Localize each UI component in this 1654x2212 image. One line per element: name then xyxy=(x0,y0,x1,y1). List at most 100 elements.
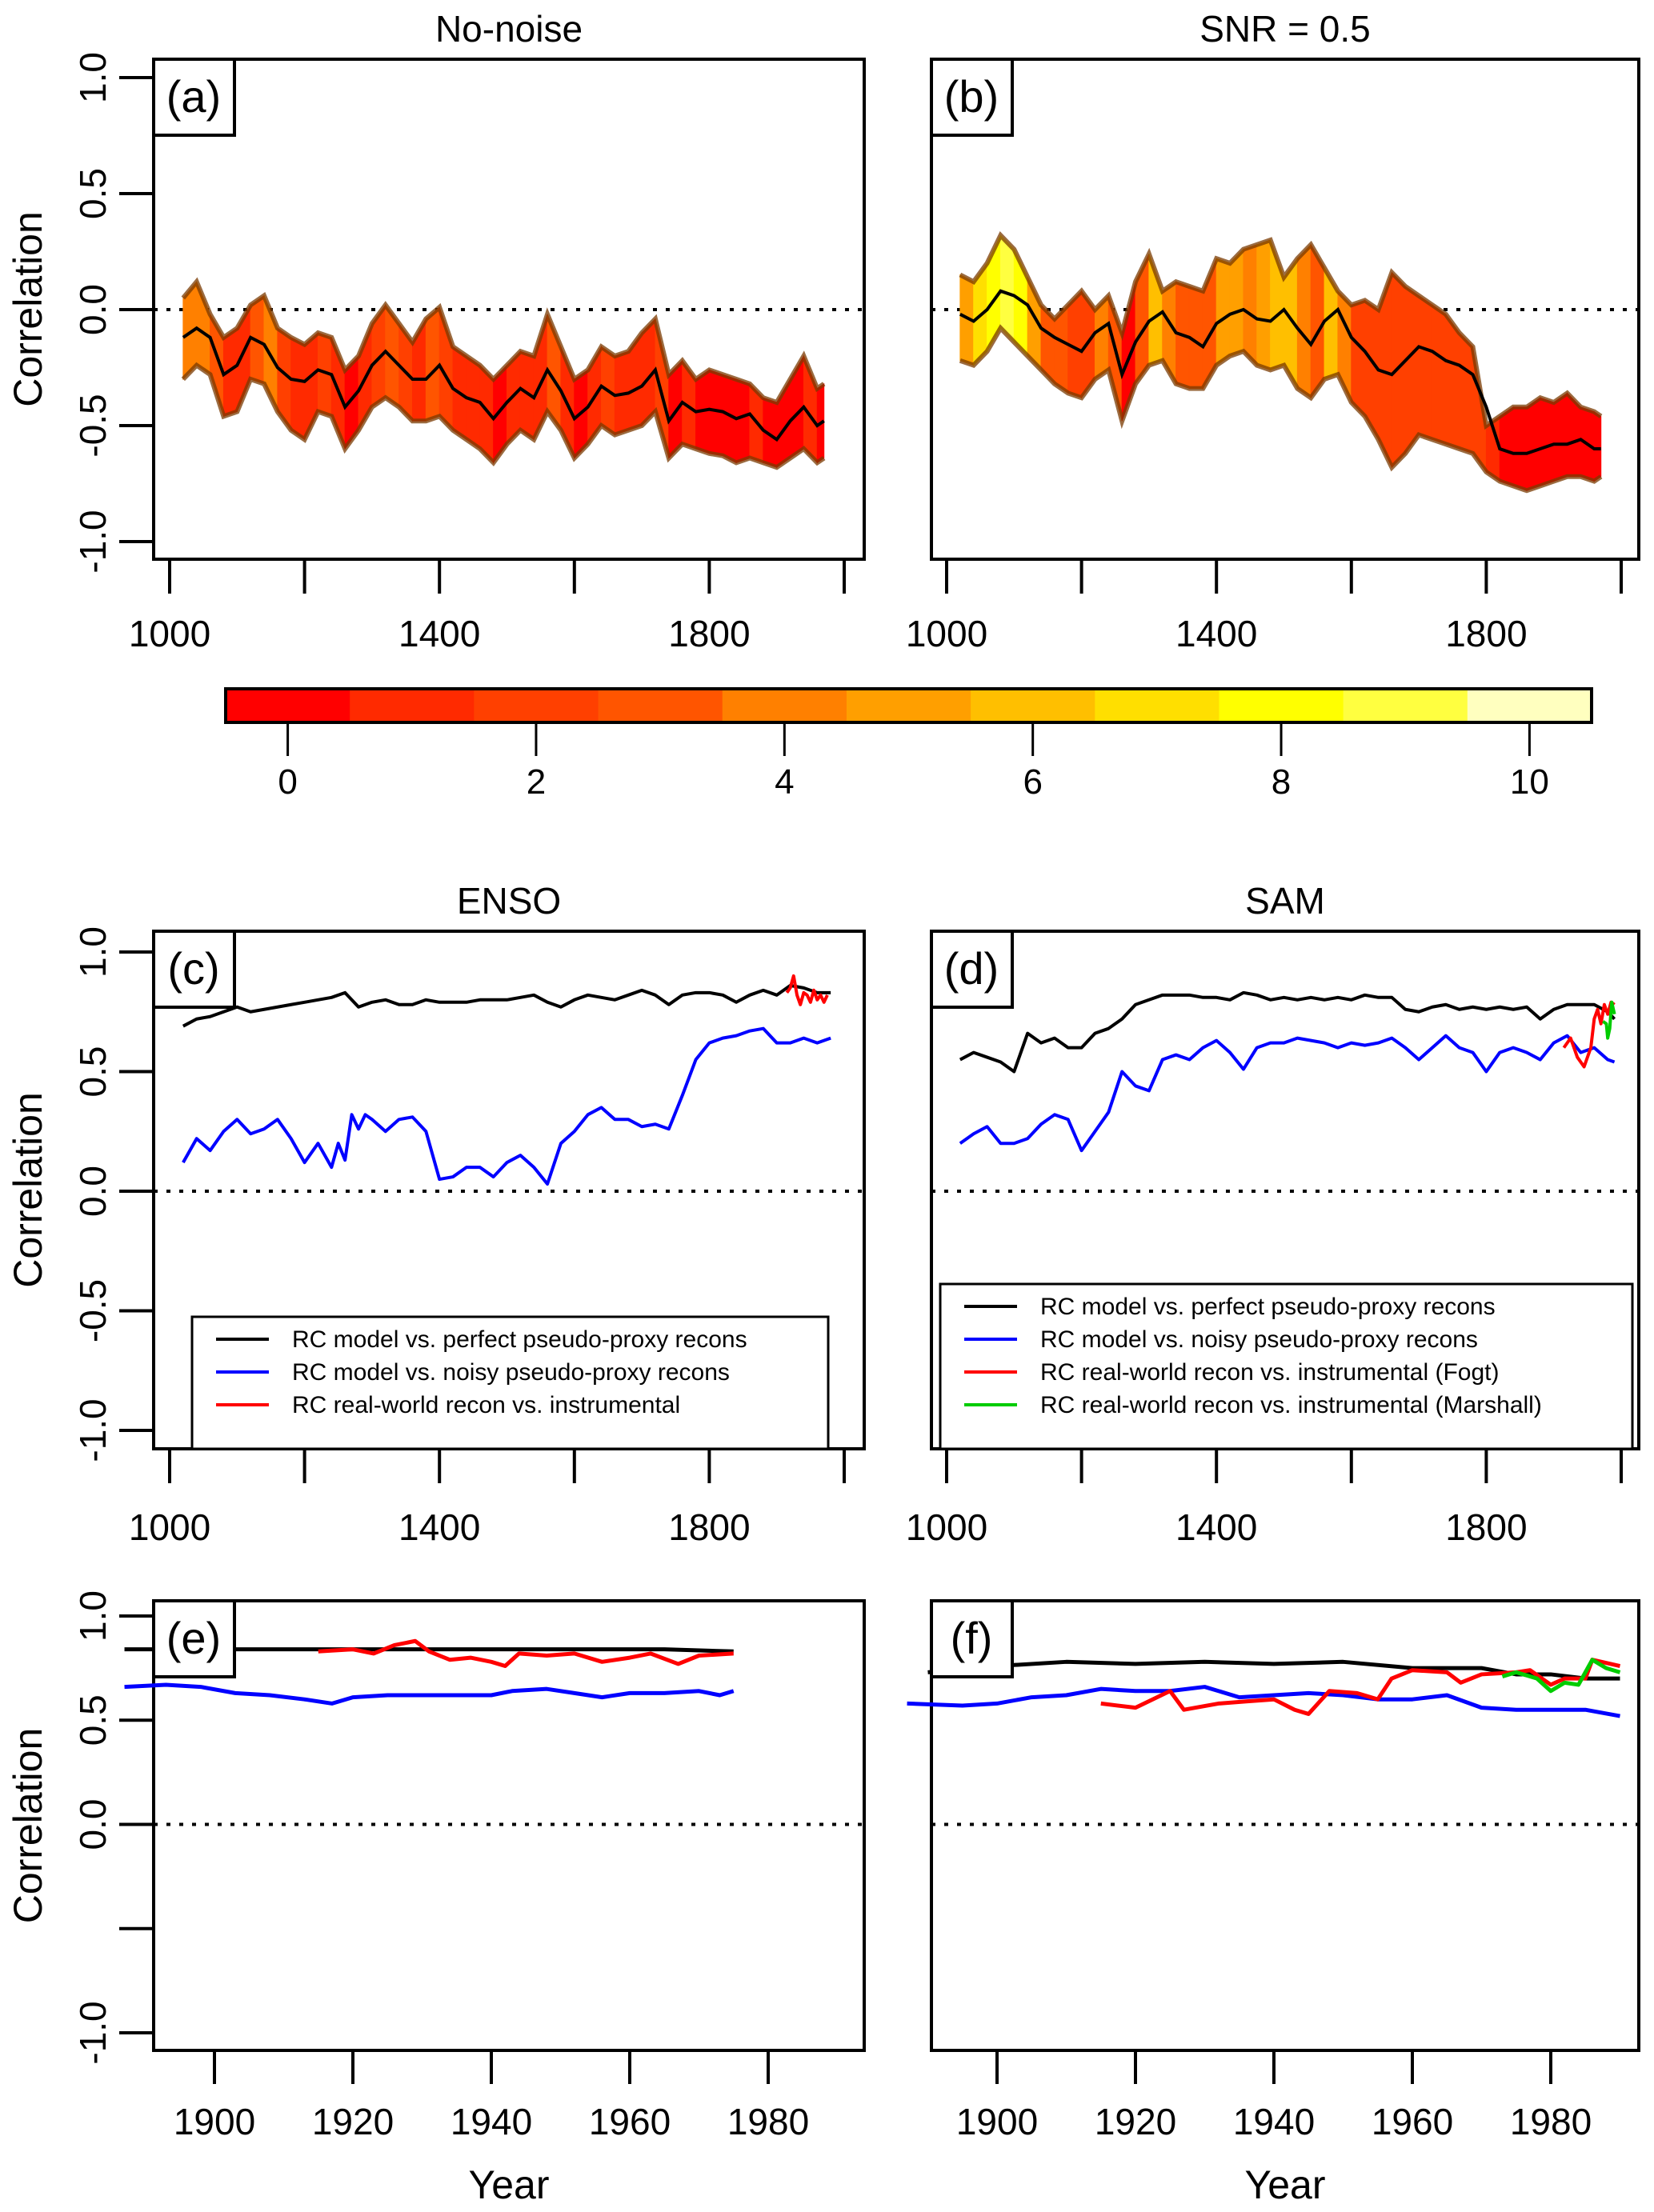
upper-bound-line xyxy=(181,277,826,406)
panel-label-box xyxy=(930,58,1014,137)
band-segment xyxy=(1351,299,1366,418)
uncertainty-band xyxy=(959,234,1602,491)
series-line-2 xyxy=(907,1685,1620,1718)
y-axis-title: Correlation xyxy=(6,1092,50,1288)
colorbar-bin xyxy=(1343,689,1468,722)
band-segment xyxy=(1215,258,1231,366)
x-tick-label: 1960 xyxy=(589,2101,671,2142)
legend-label: RC model vs. noisy pseudo-proxy recons xyxy=(292,1359,730,1386)
series-line-1 xyxy=(182,983,831,1028)
legend-label: RC model vs. noisy pseudo-proxy recons xyxy=(1040,1326,1478,1353)
colorbar-bin xyxy=(350,689,475,722)
series-line-4 xyxy=(1602,1000,1616,1040)
y-tick-label: -1.0 xyxy=(72,1398,114,1462)
x-tick-label: 1800 xyxy=(668,1506,750,1548)
band-segment xyxy=(1499,406,1514,487)
y-tick-label: -1.0 xyxy=(72,2001,114,2064)
legend-label: RC model vs. perfect pseudo-proxy recons xyxy=(1040,1294,1496,1320)
x-tick-label: 1000 xyxy=(906,613,987,654)
band-segment xyxy=(290,336,306,441)
panel-label-box xyxy=(152,58,236,137)
panel-e-enso-instrumental: 1900 1920 1940 1960 1980 1.0 0.5 0.0 -1.0 Correla… xyxy=(6,1590,866,2207)
panel-f-sam-instrumental: 1900 1920 1940 1960 1980 Year (f) xyxy=(907,1599,1640,2207)
panel-b-snr-0-5: 1000 1400 1800 SNR = 0.5 (b) xyxy=(906,8,1640,654)
colorbar-bin xyxy=(846,689,971,722)
band-segment xyxy=(1540,397,1555,487)
legend-box xyxy=(190,1315,830,1450)
y-tick-label: 1.0 xyxy=(72,926,114,978)
median-line xyxy=(959,289,1601,455)
legend-label: RC model vs. perfect pseudo-proxy recons xyxy=(292,1326,747,1353)
band-segment xyxy=(1432,304,1447,445)
y-tick-label: 0.0 xyxy=(72,284,114,335)
legend: RC model vs. perfect pseudo-proxy recons… xyxy=(939,1282,1634,1450)
x-tick-label: 1000 xyxy=(906,1506,987,1548)
panel-c-enso: 1000 1400 1800 1.0 0.5 0.0 -0.5 -1.0 Correlation… xyxy=(6,880,866,1548)
series-line-3 xyxy=(1562,1000,1616,1069)
lower-bound-line xyxy=(181,362,826,470)
y-tick-label: 0.5 xyxy=(72,1046,114,1098)
series-line-3 xyxy=(318,1638,734,1669)
colorbar-tick-label: 4 xyxy=(775,762,794,802)
panel-label: (e) xyxy=(166,1613,221,1663)
colorbar-bin xyxy=(1095,689,1219,722)
band-segment xyxy=(735,378,751,464)
panel-label-box xyxy=(930,1599,1014,1678)
x-tick-label: 1000 xyxy=(129,613,210,654)
colorbar-tick-label: 10 xyxy=(1510,762,1549,802)
colorbar-bin xyxy=(722,689,847,722)
y-tick-label: -0.5 xyxy=(72,1279,114,1342)
panel-label-box xyxy=(930,930,1014,1009)
median-line xyxy=(182,326,825,442)
band-segment xyxy=(1459,331,1474,454)
panel-a-no-noise: 1000 1400 1800 1.0 0.5 0.0 -0.5 -1.0 Correlation… xyxy=(6,8,866,654)
panel-title: No-noise xyxy=(435,8,583,50)
band-segment xyxy=(1526,397,1541,491)
y-tick-label: 0.5 xyxy=(72,1694,114,1746)
band-segment xyxy=(1296,243,1312,399)
y-tick-label: 1.0 xyxy=(72,1590,114,1642)
band-segment xyxy=(1553,392,1568,482)
legend-label: RC real-world recon vs. instrumental (Fo… xyxy=(1040,1359,1500,1386)
panel-title: SAM xyxy=(1245,880,1325,922)
colorbar-bin xyxy=(474,689,599,722)
colorbar-tick-label: 8 xyxy=(1272,762,1291,802)
colorbar-bin xyxy=(598,689,723,722)
panel-d-sam: 1000 1400 1800 SAM (d) RC model vs. perfect p… xyxy=(906,880,1640,1548)
panel-title: ENSO xyxy=(457,880,561,922)
colorbar-tick-label: 0 xyxy=(278,762,297,802)
x-axis-title: Year xyxy=(1244,2162,1325,2207)
legend: RC model vs. perfect pseudo-proxy recons… xyxy=(190,1315,830,1450)
x-tick-label: 1400 xyxy=(1175,613,1257,654)
x-tick-label: 1900 xyxy=(174,2101,255,2142)
x-tick-label: 1000 xyxy=(129,1506,210,1548)
panel-label: (b) xyxy=(944,71,999,122)
panel-label-box xyxy=(152,1599,236,1678)
band-segment xyxy=(1445,313,1460,450)
panel-title: SNR = 0.5 xyxy=(1199,8,1371,50)
colorbar-bin xyxy=(971,689,1095,722)
y-tick-label: 1.0 xyxy=(72,52,114,103)
band-segment xyxy=(1404,286,1420,455)
series-line-4 xyxy=(1501,1658,1621,1694)
y-tick-label: 0.5 xyxy=(72,168,114,219)
band-segment xyxy=(1229,248,1244,357)
x-tick-label: 1980 xyxy=(1510,2101,1592,2142)
y-tick-label: -1.0 xyxy=(72,510,114,573)
series-line-2 xyxy=(124,1682,735,1706)
x-tick-label: 1400 xyxy=(1175,1506,1257,1548)
x-tick-label: 1800 xyxy=(668,613,750,654)
colorbar-bin xyxy=(226,689,350,722)
y-axis-title: Correlation xyxy=(6,211,50,407)
band-segment xyxy=(425,306,440,422)
x-axis-title: Year xyxy=(468,2162,549,2207)
series-line-2 xyxy=(959,1034,1616,1153)
panel-label-box xyxy=(152,930,236,1009)
x-tick-label: 1920 xyxy=(312,2101,394,2142)
y-tick-label: 0.0 xyxy=(72,1166,114,1217)
y-axis-title: Correlation xyxy=(6,1728,50,1924)
colorbar-frame xyxy=(224,687,1593,724)
x-tick-label: 1940 xyxy=(1233,2101,1315,2142)
lower-bound-line xyxy=(959,324,1603,494)
